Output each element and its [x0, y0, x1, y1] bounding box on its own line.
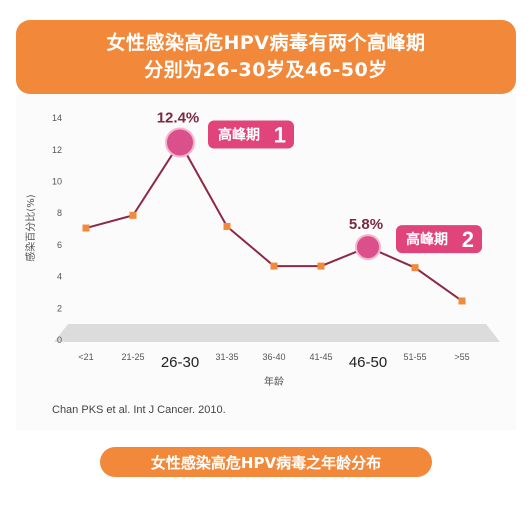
x-tick-label: >55: [454, 352, 469, 362]
title-line-2: 分别为26-30岁及46-50岁: [144, 59, 388, 81]
peak-badge: [396, 225, 482, 254]
y-tick-label: 14: [52, 113, 62, 123]
y-tick-label: 12: [52, 145, 62, 155]
data-point: [129, 211, 137, 219]
peak-badge: [208, 120, 294, 149]
title-banner: 女性感染高危HPV病毒有两个高峰期 分别为26-30岁及46-50岁: [16, 20, 516, 94]
title-line-1: 女性感染高危HPV病毒有两个高峰期: [106, 32, 426, 54]
y-tick-label: 6: [57, 240, 62, 250]
caption-button: 女性感染高危HPV病毒之年龄分布: [100, 447, 432, 477]
data-point: [458, 297, 466, 305]
y-tick-label: 2: [57, 303, 62, 313]
y-tick-label: 4: [57, 272, 62, 282]
peak-value-label: 12.4%: [157, 109, 200, 126]
x-tick-label: 36-40: [262, 352, 285, 362]
data-point: [82, 224, 90, 232]
x-tick-label-highlight: 26-30: [161, 354, 199, 371]
x-tick-label: 21-25: [121, 352, 144, 362]
chart-panel: 0 2 4 6 8 10 12 14 感染百分比(%) <21 21-25 26-30 31-35 36-…: [16, 94, 516, 430]
peak-bubble: [355, 234, 381, 261]
peak-badge-number: 2: [462, 227, 474, 252]
data-point: [270, 262, 278, 270]
x-tick-label: 41-45: [309, 352, 332, 362]
axis-floor: [54, 324, 500, 342]
x-tick-label: 51-55: [403, 352, 426, 362]
x-tick-label-highlight: 46-50: [349, 354, 387, 371]
y-tick-label: 0: [57, 335, 62, 345]
y-tick-label: 10: [52, 177, 62, 187]
peak-value-label: 5.8%: [349, 216, 383, 233]
peak-badge-label: 高峰期: [406, 231, 448, 248]
peak-bubble: [165, 127, 195, 158]
x-tick-label: 31-35: [215, 352, 238, 362]
series-line: [85, 140, 463, 302]
peak-badge-number: 1: [274, 122, 286, 147]
data-point: [411, 264, 419, 272]
data-point: [317, 262, 325, 270]
peak-badge-label: 高峰期: [218, 126, 260, 143]
data-point: [223, 222, 231, 230]
x-tick-label: <21: [78, 352, 93, 362]
y-axis-label: 感染百分比(%): [24, 194, 37, 261]
y-tick-label: 8: [57, 208, 62, 218]
x-axis-label: 年龄: [264, 375, 284, 388]
source-citation: Chan PKS et al. Int J Cancer. 2010.: [52, 404, 226, 416]
